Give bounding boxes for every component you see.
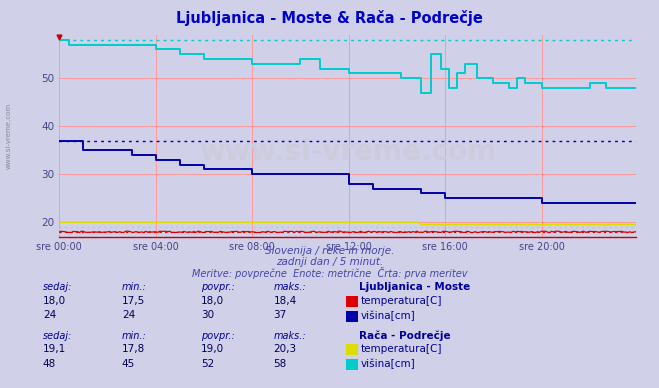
Text: min.:: min.:	[122, 331, 147, 341]
Text: 18,4: 18,4	[273, 296, 297, 306]
Text: Slovenija / reke in morje.: Slovenija / reke in morje.	[265, 246, 394, 256]
Text: 18,0: 18,0	[43, 296, 66, 306]
Text: povpr.:: povpr.:	[201, 282, 235, 293]
Text: 17,8: 17,8	[122, 344, 145, 354]
Text: povpr.:: povpr.:	[201, 331, 235, 341]
Text: 19,1: 19,1	[43, 344, 66, 354]
Text: www.si-vreme.com: www.si-vreme.com	[5, 103, 12, 169]
Text: www.si-vreme.com: www.si-vreme.com	[199, 138, 496, 166]
Text: 45: 45	[122, 359, 135, 369]
Text: 58: 58	[273, 359, 287, 369]
Text: min.:: min.:	[122, 282, 147, 293]
Text: 52: 52	[201, 359, 214, 369]
Text: temperatura[C]: temperatura[C]	[361, 344, 443, 354]
Text: 19,0: 19,0	[201, 344, 224, 354]
Text: sedaj:: sedaj:	[43, 282, 72, 293]
Text: Ljubljanica - Moste: Ljubljanica - Moste	[359, 282, 471, 293]
Text: 24: 24	[43, 310, 56, 320]
Text: 20,3: 20,3	[273, 344, 297, 354]
Text: 30: 30	[201, 310, 214, 320]
Text: zadnji dan / 5 minut.: zadnji dan / 5 minut.	[276, 257, 383, 267]
Text: 37: 37	[273, 310, 287, 320]
Text: 18,0: 18,0	[201, 296, 224, 306]
Text: višina[cm]: višina[cm]	[361, 359, 416, 369]
Text: 24: 24	[122, 310, 135, 320]
Text: Rača - Podrečje: Rača - Podrečje	[359, 331, 451, 341]
Text: Meritve: povprečne  Enote: metrične  Črta: prva meritev: Meritve: povprečne Enote: metrične Črta:…	[192, 267, 467, 279]
Text: višina[cm]: višina[cm]	[361, 310, 416, 321]
Text: sedaj:: sedaj:	[43, 331, 72, 341]
Text: temperatura[C]: temperatura[C]	[361, 296, 443, 306]
Text: Ljubljanica - Moste & Rača - Podrečje: Ljubljanica - Moste & Rača - Podrečje	[176, 10, 483, 26]
Text: maks.:: maks.:	[273, 282, 306, 293]
Text: maks.:: maks.:	[273, 331, 306, 341]
Text: 48: 48	[43, 359, 56, 369]
Text: 17,5: 17,5	[122, 296, 145, 306]
